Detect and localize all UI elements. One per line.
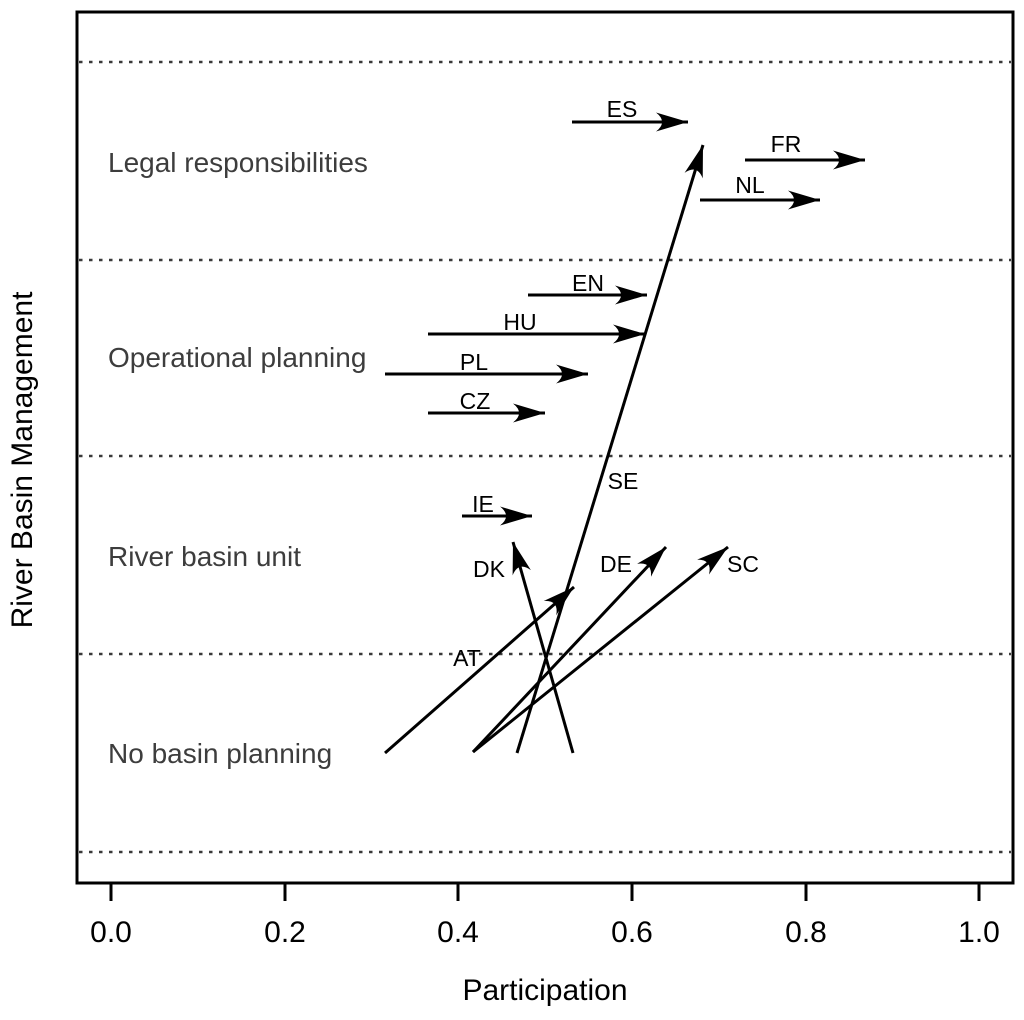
x-tick-label: 0.2 bbox=[264, 916, 306, 949]
country-label-at: AT bbox=[453, 645, 481, 671]
country-label-de: DE bbox=[600, 551, 632, 577]
arrow-head-de bbox=[637, 547, 666, 577]
country-label-fr: FR bbox=[771, 131, 802, 157]
x-tick-label: 0.8 bbox=[785, 916, 827, 949]
country-label-nl: NL bbox=[735, 172, 765, 198]
country-label-cz: CZ bbox=[460, 388, 491, 414]
arrow-head-cz bbox=[513, 403, 545, 423]
plot-dynamic-layer: 0.0 0.2 0.4 0.6 0.8 1.0 Legal responsibilities… bbox=[75, 10, 1015, 949]
x-tick-label: 0.6 bbox=[611, 916, 653, 949]
arrow-en: EN bbox=[528, 270, 647, 305]
arrow-fr: FR bbox=[745, 131, 865, 170]
arrow-head-fr bbox=[833, 150, 865, 170]
category-label: No basin planning bbox=[108, 738, 332, 769]
country-label-ie: IE bbox=[472, 491, 494, 517]
arrow-es: ES bbox=[572, 96, 688, 132]
arrow-head-se bbox=[684, 145, 703, 179]
x-tick-label: 0.0 bbox=[90, 916, 132, 949]
x-tick-label: 1.0 bbox=[958, 916, 1000, 949]
arrow-dk: DK bbox=[473, 541, 575, 754]
category-label: River basin unit bbox=[108, 541, 301, 572]
arrow-head-dk bbox=[512, 542, 531, 576]
arrow-hu: HU bbox=[428, 309, 645, 344]
country-label-sc: SC bbox=[727, 551, 759, 577]
arrow-head-at bbox=[543, 587, 574, 616]
arrow-ie: IE bbox=[462, 491, 532, 526]
arrow-shaft-se bbox=[515, 144, 705, 754]
arrow-se: SE bbox=[515, 144, 705, 754]
x-tick-label: 0.4 bbox=[437, 916, 479, 949]
arrow-head-ie bbox=[500, 506, 532, 526]
arrow-shaft-dk bbox=[511, 541, 575, 754]
category-label: Operational planning bbox=[108, 342, 366, 373]
arrow-head-sc bbox=[697, 547, 728, 575]
arrow-head-pl bbox=[556, 364, 588, 384]
country-label-hu: HU bbox=[503, 309, 536, 335]
country-label-dk: DK bbox=[473, 556, 506, 582]
plot-frame bbox=[75, 10, 1015, 885]
arrow-head-es bbox=[656, 112, 688, 132]
country-label-es: ES bbox=[607, 96, 638, 122]
arrow-head-hu bbox=[613, 324, 645, 344]
arrow-de: DE bbox=[471, 545, 668, 754]
country-label-en: EN bbox=[572, 270, 604, 296]
arrow-shaft-at bbox=[384, 585, 575, 755]
arrow-sc: SC bbox=[472, 545, 759, 754]
country-label-se: SE bbox=[608, 468, 639, 494]
arrow-at: AT bbox=[384, 585, 575, 755]
arrow-cz: CZ bbox=[428, 388, 545, 423]
arrow-head-en bbox=[615, 285, 647, 305]
country-label-pl: PL bbox=[460, 349, 488, 375]
arrow-shaft-de bbox=[471, 545, 668, 754]
arrow-nl: NL bbox=[700, 172, 820, 210]
arrow-pl: PL bbox=[385, 349, 588, 384]
arrow-head-nl bbox=[788, 190, 820, 210]
x-axis-title: Participation bbox=[462, 974, 627, 1007]
arrow-shaft-sc bbox=[472, 545, 729, 754]
category-label: Legal responsibilities bbox=[108, 147, 368, 178]
y-axis-title: River Basin Management bbox=[6, 291, 39, 628]
